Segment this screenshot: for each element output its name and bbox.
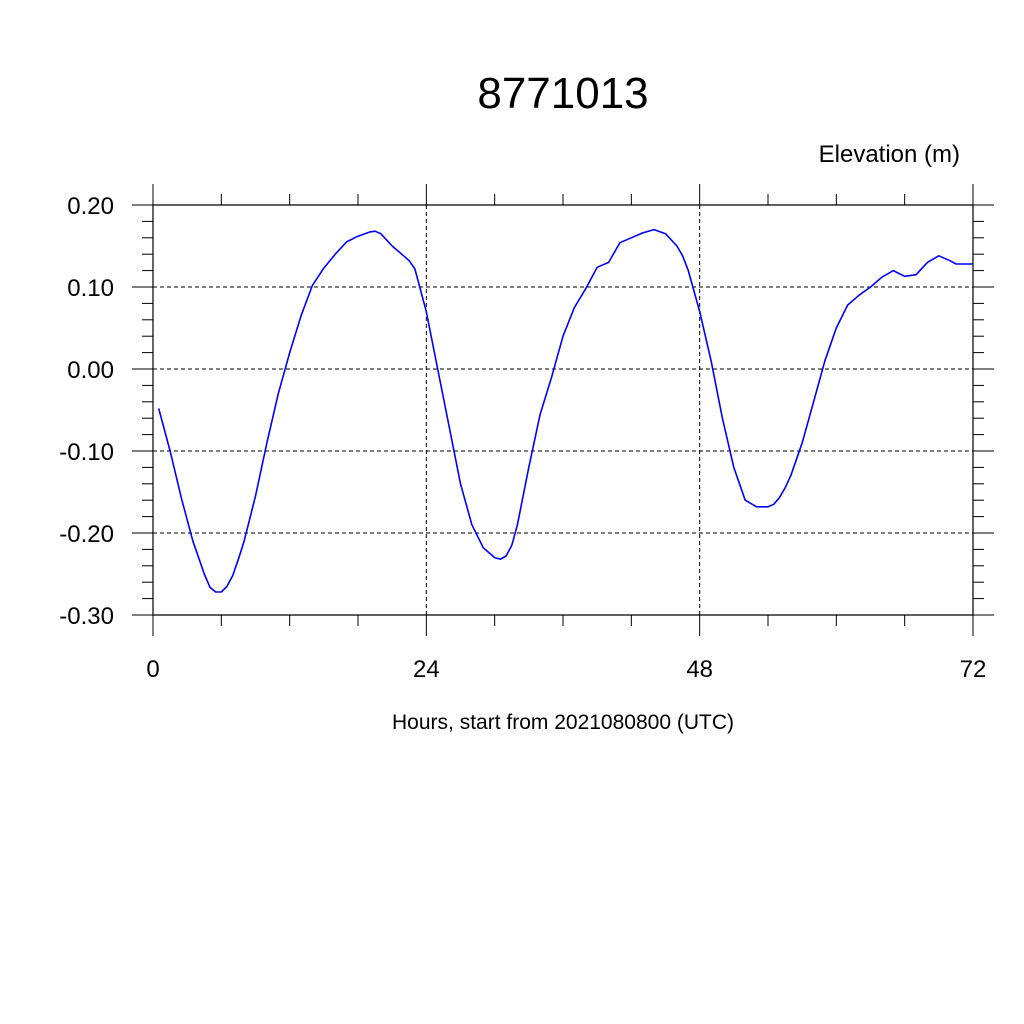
series-line: [157, 228, 973, 593]
series-group: [157, 228, 973, 593]
y-tick-label: 0.00: [67, 357, 114, 384]
y-tick-labels: 0.20 0.10 0.00 -0.10 -0.20 -0.30: [59, 193, 114, 630]
y-tick-label: -0.20: [59, 521, 114, 548]
chart-title: 8771013: [477, 69, 648, 118]
y-tick-label: 0.10: [67, 275, 114, 302]
x-tick-labels: 0 24 48 72: [146, 656, 986, 683]
axis-ticks: [132, 184, 994, 636]
y-tick-label: 0.20: [67, 193, 114, 220]
x-tick-label: 48: [686, 656, 713, 683]
y-axis-label: Elevation (m): [819, 141, 960, 168]
x-tick-label: 0: [146, 656, 159, 683]
x-tick-label: 24: [413, 656, 440, 683]
x-tick-label: 72: [960, 656, 987, 683]
y-tick-label: -0.30: [59, 603, 114, 630]
y-tick-label: -0.10: [59, 439, 114, 466]
x-axis-label: Hours, start from 2021080800 (UTC): [392, 711, 734, 734]
